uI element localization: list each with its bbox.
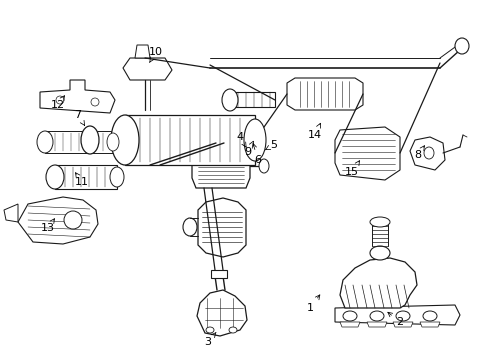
- Polygon shape: [197, 290, 246, 336]
- Ellipse shape: [81, 126, 99, 154]
- Ellipse shape: [64, 211, 82, 229]
- Polygon shape: [334, 305, 459, 325]
- Ellipse shape: [244, 119, 265, 161]
- Ellipse shape: [46, 165, 64, 189]
- Ellipse shape: [111, 115, 139, 165]
- Ellipse shape: [110, 167, 124, 187]
- Bar: [210, 270, 226, 278]
- Polygon shape: [18, 197, 98, 244]
- Text: 12: 12: [51, 96, 65, 110]
- Ellipse shape: [228, 90, 231, 94]
- Text: 1: 1: [306, 295, 319, 313]
- Ellipse shape: [56, 96, 64, 104]
- Bar: [45, 131, 113, 153]
- Ellipse shape: [233, 99, 236, 102]
- Ellipse shape: [37, 131, 53, 153]
- Ellipse shape: [259, 159, 268, 173]
- Ellipse shape: [454, 38, 468, 54]
- Ellipse shape: [422, 311, 436, 321]
- Ellipse shape: [183, 218, 197, 236]
- Text: 10: 10: [149, 47, 163, 62]
- Polygon shape: [339, 258, 416, 308]
- Polygon shape: [286, 78, 362, 110]
- Text: 15: 15: [345, 161, 359, 177]
- Ellipse shape: [228, 327, 237, 333]
- Polygon shape: [40, 80, 115, 113]
- Ellipse shape: [395, 311, 409, 321]
- Text: 9: 9: [244, 141, 253, 157]
- Ellipse shape: [369, 311, 383, 321]
- Ellipse shape: [222, 89, 238, 111]
- Ellipse shape: [369, 246, 389, 260]
- Ellipse shape: [228, 107, 231, 109]
- Polygon shape: [135, 45, 150, 58]
- Ellipse shape: [91, 98, 99, 106]
- Text: 8: 8: [414, 146, 424, 160]
- Polygon shape: [192, 143, 249, 188]
- Polygon shape: [339, 322, 359, 327]
- Polygon shape: [229, 92, 274, 107]
- Ellipse shape: [369, 217, 389, 227]
- Text: 2: 2: [387, 312, 403, 327]
- Bar: [125, 115, 254, 165]
- Bar: [55, 165, 117, 189]
- Text: 13: 13: [41, 219, 55, 233]
- Ellipse shape: [107, 133, 119, 151]
- Text: 11: 11: [75, 173, 89, 187]
- Polygon shape: [419, 322, 439, 327]
- Text: 6: 6: [252, 144, 261, 165]
- Text: 5: 5: [264, 140, 277, 150]
- Ellipse shape: [223, 99, 226, 102]
- Polygon shape: [198, 198, 245, 257]
- Ellipse shape: [342, 311, 356, 321]
- Polygon shape: [334, 127, 399, 180]
- Text: 4: 4: [236, 132, 246, 147]
- Text: 7: 7: [74, 110, 84, 125]
- Text: 3: 3: [204, 332, 216, 347]
- Polygon shape: [392, 322, 412, 327]
- Polygon shape: [123, 58, 172, 80]
- Polygon shape: [409, 137, 444, 170]
- Ellipse shape: [205, 327, 214, 333]
- Polygon shape: [4, 204, 18, 222]
- Polygon shape: [366, 322, 386, 327]
- Ellipse shape: [423, 147, 433, 159]
- Text: 14: 14: [307, 123, 322, 140]
